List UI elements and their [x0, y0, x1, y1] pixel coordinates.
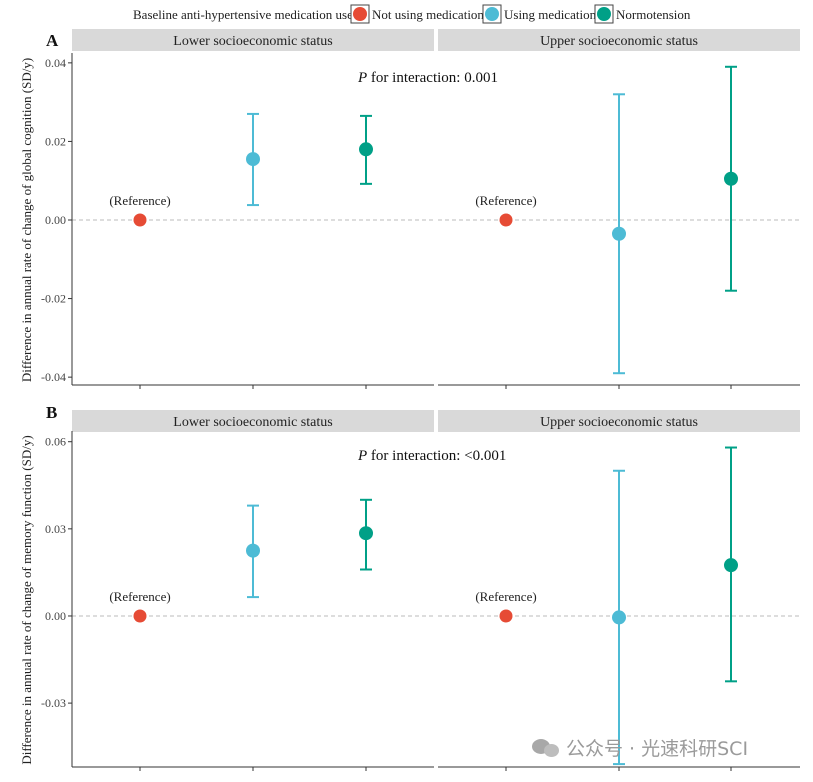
facet-strip: [72, 410, 434, 432]
point-using-medication: [612, 610, 626, 625]
facet-strip: [72, 29, 434, 51]
point-normotension: [724, 558, 738, 573]
y-axis-title: Difference in annual rate of change of m…: [19, 435, 34, 764]
y-tick-label: -0.04: [41, 370, 66, 384]
reference-label: (Reference): [109, 589, 170, 604]
y-tick-label: 0.02: [45, 134, 66, 148]
legend-key-not-using-medication: [353, 7, 367, 21]
facet-strip: [438, 410, 800, 432]
point-using-medication: [246, 152, 260, 167]
y-tick-label: 0.00: [45, 213, 66, 227]
watermark: 公众号 · 光速科研SCI: [532, 734, 748, 761]
interaction-annotation: P for interaction: 0.001: [357, 70, 498, 86]
legend-title: Baseline anti-hypertensive medication us…: [133, 7, 353, 22]
point-normotension: [359, 142, 373, 157]
legend-label: Not using medication: [372, 7, 484, 22]
point-not-using-medication: [133, 609, 147, 623]
watermark-text: 公众号 · 光速科研SCI: [566, 738, 749, 760]
panel-label: B: [46, 403, 57, 422]
y-tick-label: 0.00: [45, 609, 66, 623]
reference-label: (Reference): [475, 193, 536, 208]
facet-title: Lower socioeconomic status: [173, 415, 332, 430]
legend-key-normotension: [597, 7, 611, 21]
legend-label: Using medication: [504, 7, 597, 22]
point-using-medication: [612, 226, 626, 241]
point-not-using-medication: [499, 609, 513, 623]
legend-label: Normotension: [616, 7, 691, 22]
point-not-using-medication: [499, 213, 513, 227]
legend-key-using-medication: [485, 7, 499, 21]
y-tick-label: 0.04: [45, 56, 66, 70]
y-axis-title: Difference in annual rate of change of g…: [19, 58, 34, 382]
facet-title: Lower socioeconomic status: [173, 34, 332, 49]
reference-label: (Reference): [475, 589, 536, 604]
point-not-using-medication: [133, 213, 147, 227]
facet-title: Upper socioeconomic status: [540, 34, 698, 49]
y-tick-label: 0.03: [45, 522, 66, 536]
facet-strip: [438, 29, 800, 51]
panel-label: A: [46, 31, 59, 50]
point-normotension: [359, 526, 373, 541]
y-tick-label: -0.03: [41, 696, 66, 710]
point-normotension: [724, 171, 738, 186]
facet-title: Upper socioeconomic status: [540, 415, 698, 430]
y-tick-label: -0.02: [41, 292, 66, 306]
wechat-icon: [532, 737, 560, 759]
reference-label: (Reference): [109, 193, 170, 208]
point-using-medication: [246, 543, 260, 558]
interaction-annotation: P for interaction: <0.001: [357, 448, 506, 464]
y-tick-label: 0.06: [45, 435, 66, 449]
